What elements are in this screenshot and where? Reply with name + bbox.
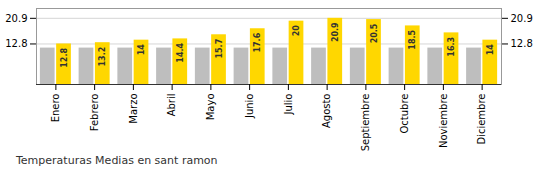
svg-text:20.5: 20.5	[370, 23, 379, 43]
svg-text:Enero: Enero	[50, 94, 61, 123]
html-text:Temperaturas Medias en sant ra: Temperaturas Medias en sant ramon	[16, 154, 218, 167]
svg-text:12.8: 12.8	[60, 48, 69, 68]
svg-text:Marzo: Marzo	[128, 94, 139, 124]
svg-text:20.9: 20.9	[5, 13, 27, 24]
svg-text:Diciembre: Diciembre	[476, 94, 487, 145]
svg-text:Agosto: Agosto	[321, 94, 332, 129]
svg-text:Noviembre: Noviembre	[438, 94, 449, 149]
svg-text:Octubre: Octubre	[399, 94, 410, 134]
svg-text:16.3: 16.3	[447, 37, 456, 57]
svg-text:14: 14	[486, 44, 495, 56]
svg-text:Septiembre: Septiembre	[360, 94, 371, 152]
svg-text:Mayo: Mayo	[205, 94, 216, 121]
svg-text:12.8: 12.8	[511, 38, 533, 49]
svg-text:17.6: 17.6	[253, 32, 262, 52]
svg-text:20.9: 20.9	[331, 22, 340, 42]
svg-text:13.2: 13.2	[98, 47, 107, 67]
svg-text:Abril: Abril	[166, 94, 177, 117]
svg-text:12.8: 12.8	[5, 38, 27, 49]
svg-text:14: 14	[137, 44, 146, 56]
svg-text:14.4: 14.4	[176, 42, 185, 62]
svg-text:Febrero: Febrero	[89, 94, 100, 132]
svg-text:20: 20	[292, 25, 301, 37]
svg-text:15.7: 15.7	[215, 39, 224, 59]
svg-text:18.5: 18.5	[408, 29, 417, 49]
svg-text:20.9: 20.9	[511, 13, 533, 24]
svg-text:Junio: Junio	[244, 94, 255, 120]
svg-text:Julio: Julio	[283, 94, 294, 116]
